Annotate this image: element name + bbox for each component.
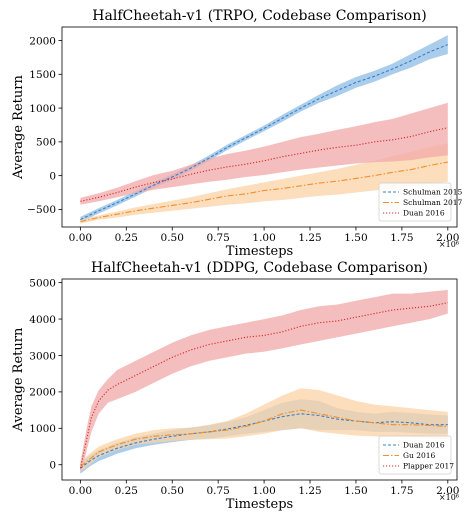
chart-title: HalfCheetah-v1 (TRPO, Codebase Compariso… [92,8,426,24]
series-band-3 [80,102,448,205]
plot-area [79,289,448,474]
x-tick-label: 0.25 [115,232,138,244]
x-multiplier: ×10⁶ [439,240,459,249]
x-tick-label: 0.50 [161,232,184,244]
x-tick-label: 0.25 [115,485,138,497]
series-line-1 [80,44,449,221]
legend-label: Gu 2016 [403,451,436,460]
y-tick-label: −500 [27,204,56,216]
x-tick-label: 1.00 [252,485,275,497]
x-tick-label: 2.00 [436,232,459,244]
y-tick-label: 1000 [29,423,56,435]
x-tick-label: 0.00 [69,232,92,244]
x-tick-label: 0.75 [206,232,229,244]
plot-area [80,35,449,224]
legend-box [378,182,452,222]
legend-label: Schulman 2015 [403,188,463,197]
series-line-2 [80,409,448,467]
chart-2: HalfCheetah-v1 (DDPG, Codebase Compariso… [11,260,460,512]
x-tick-label: 0.75 [206,485,229,497]
chart-title: HalfCheetah-v1 (DDPG, Codebase Compariso… [91,260,428,276]
legend-label: Duan 2016 [403,441,445,450]
y-axis-label: Average Return [11,327,26,432]
x-tick-label: 1.25 [298,485,321,497]
series-line-3 [80,127,448,202]
series-line-1 [80,413,448,469]
x-tick-label: 1.00 [252,232,275,244]
x-tick-label: 1.50 [344,232,367,244]
y-tick-label: 5000 [29,277,56,289]
y-tick-label: 500 [36,137,56,149]
x-tick-label: 1.50 [344,485,367,497]
y-tick-label: 3000 [29,350,56,362]
y-tick-label: 0 [49,170,56,182]
legend-label: Schulman 2017 [403,198,463,207]
legend-label: Duan 2016 [403,209,445,218]
series-line-2 [80,161,448,223]
x-tick-label: 1.75 [390,232,413,244]
axes-frame [61,278,458,481]
x-axis-label: Timesteps [226,497,293,512]
y-tick-label: 1500 [29,69,56,81]
x-multiplier: ×10⁶ [439,493,459,502]
x-tick-label: 0.50 [161,485,184,497]
x-axis-label: Timesteps [226,244,293,259]
y-tick-label: 2000 [29,387,56,399]
legend-label: Plapper 2017 [403,462,454,471]
series-band-2 [80,388,448,472]
y-tick-label: 0 [49,460,56,472]
x-tick-label: 2.00 [436,485,459,497]
series-band-2 [80,143,448,224]
y-tick-label: 2000 [29,35,56,47]
x-tick-label: 0.00 [69,485,92,497]
axes-frame [61,26,458,228]
y-tick-label: 1000 [29,103,56,115]
series-band-3 [80,289,448,474]
legend-box [378,435,452,475]
series-line-3 [79,302,448,469]
chart-1: HalfCheetah-v1 (TRPO, Codebase Compariso… [11,8,463,259]
y-tick-label: 4000 [29,314,56,326]
y-axis-label: Average Return [11,75,26,180]
x-tick-label: 1.75 [390,485,413,497]
x-tick-label: 1.25 [298,232,321,244]
